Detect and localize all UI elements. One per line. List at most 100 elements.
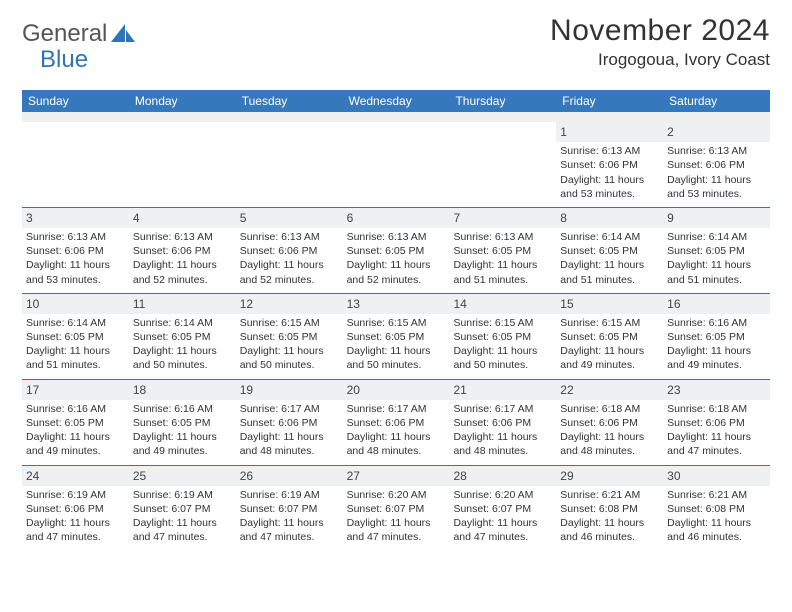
sunrise-text: Sunrise: 6:17 AM [347, 402, 446, 416]
daylight-text: Daylight: 11 hours and 51 minutes. [667, 258, 766, 286]
sunrise-text: Sunrise: 6:15 AM [453, 316, 552, 330]
week-row: 17Sunrise: 6:16 AMSunset: 6:05 PMDayligh… [22, 379, 770, 465]
daylight-text: Daylight: 11 hours and 53 minutes. [26, 258, 125, 286]
weekday-friday: Friday [556, 90, 663, 112]
sunrise-text: Sunrise: 6:14 AM [26, 316, 125, 330]
sunrise-text: Sunrise: 6:14 AM [133, 316, 232, 330]
week-row: 1Sunrise: 6:13 AMSunset: 6:06 PMDaylight… [22, 122, 770, 207]
day-cell: 3Sunrise: 6:13 AMSunset: 6:06 PMDaylight… [22, 208, 129, 293]
daylight-text: Daylight: 11 hours and 49 minutes. [26, 430, 125, 458]
sunrise-text: Sunrise: 6:21 AM [560, 488, 659, 502]
sunrise-text: Sunrise: 6:19 AM [133, 488, 232, 502]
sunrise-text: Sunrise: 6:15 AM [560, 316, 659, 330]
sunset-text: Sunset: 6:06 PM [453, 416, 552, 430]
sunset-text: Sunset: 6:07 PM [453, 502, 552, 516]
sunset-text: Sunset: 6:08 PM [667, 502, 766, 516]
daylight-text: Daylight: 11 hours and 47 minutes. [26, 516, 125, 544]
weekday-tuesday: Tuesday [236, 90, 343, 112]
day-cell: 12Sunrise: 6:15 AMSunset: 6:05 PMDayligh… [236, 294, 343, 379]
sunset-text: Sunset: 6:08 PM [560, 502, 659, 516]
sunrise-text: Sunrise: 6:18 AM [667, 402, 766, 416]
day-cell: 19Sunrise: 6:17 AMSunset: 6:06 PMDayligh… [236, 380, 343, 465]
sunset-text: Sunset: 6:06 PM [240, 416, 339, 430]
day-cell: 25Sunrise: 6:19 AMSunset: 6:07 PMDayligh… [129, 466, 236, 551]
day-number: 10 [22, 294, 129, 314]
day-cell: 21Sunrise: 6:17 AMSunset: 6:06 PMDayligh… [449, 380, 556, 465]
daylight-text: Daylight: 11 hours and 47 minutes. [133, 516, 232, 544]
day-number: 24 [22, 466, 129, 486]
sunrise-text: Sunrise: 6:15 AM [347, 316, 446, 330]
day-cell: 11Sunrise: 6:14 AMSunset: 6:05 PMDayligh… [129, 294, 236, 379]
weekday-sunday: Sunday [22, 90, 129, 112]
sunset-text: Sunset: 6:05 PM [453, 330, 552, 344]
location: Irogogoua, Ivory Coast [550, 50, 770, 70]
daylight-text: Daylight: 11 hours and 47 minutes. [667, 430, 766, 458]
sunset-text: Sunset: 6:05 PM [133, 416, 232, 430]
sunrise-text: Sunrise: 6:17 AM [453, 402, 552, 416]
daylight-text: Daylight: 11 hours and 51 minutes. [560, 258, 659, 286]
day-cell: 2Sunrise: 6:13 AMSunset: 6:06 PMDaylight… [663, 122, 770, 207]
sunrise-text: Sunrise: 6:14 AM [667, 230, 766, 244]
day-cell: 26Sunrise: 6:19 AMSunset: 6:07 PMDayligh… [236, 466, 343, 551]
sunset-text: Sunset: 6:07 PM [133, 502, 232, 516]
day-cell: 1Sunrise: 6:13 AMSunset: 6:06 PMDaylight… [556, 122, 663, 207]
sunrise-text: Sunrise: 6:14 AM [560, 230, 659, 244]
daylight-text: Daylight: 11 hours and 49 minutes. [133, 430, 232, 458]
day-cell: 16Sunrise: 6:16 AMSunset: 6:05 PMDayligh… [663, 294, 770, 379]
weekday-saturday: Saturday [663, 90, 770, 112]
daylight-text: Daylight: 11 hours and 52 minutes. [347, 258, 446, 286]
day-number: 28 [449, 466, 556, 486]
daylight-text: Daylight: 11 hours and 46 minutes. [560, 516, 659, 544]
sunrise-text: Sunrise: 6:17 AM [240, 402, 339, 416]
day-cell: 30Sunrise: 6:21 AMSunset: 6:08 PMDayligh… [663, 466, 770, 551]
daylight-text: Daylight: 11 hours and 49 minutes. [667, 344, 766, 372]
weeks-container: 1Sunrise: 6:13 AMSunset: 6:06 PMDaylight… [22, 122, 770, 550]
daylight-text: Daylight: 11 hours and 47 minutes. [453, 516, 552, 544]
day-number: 8 [556, 208, 663, 228]
day-cell: 13Sunrise: 6:15 AMSunset: 6:05 PMDayligh… [343, 294, 450, 379]
day-number: 29 [556, 466, 663, 486]
daylight-text: Daylight: 11 hours and 52 minutes. [133, 258, 232, 286]
daylight-text: Daylight: 11 hours and 53 minutes. [560, 173, 659, 201]
sunset-text: Sunset: 6:06 PM [26, 502, 125, 516]
sunset-text: Sunset: 6:05 PM [240, 330, 339, 344]
day-cell: 5Sunrise: 6:13 AMSunset: 6:06 PMDaylight… [236, 208, 343, 293]
sunset-text: Sunset: 6:06 PM [560, 158, 659, 172]
month-title: November 2024 [550, 14, 770, 48]
day-number: 1 [556, 122, 663, 142]
day-cell [343, 122, 450, 207]
day-number: 23 [663, 380, 770, 400]
day-number: 13 [343, 294, 450, 314]
day-cell: 24Sunrise: 6:19 AMSunset: 6:06 PMDayligh… [22, 466, 129, 551]
day-number: 21 [449, 380, 556, 400]
day-number: 6 [343, 208, 450, 228]
sunset-text: Sunset: 6:05 PM [347, 330, 446, 344]
day-cell: 14Sunrise: 6:15 AMSunset: 6:05 PMDayligh… [449, 294, 556, 379]
daylight-text: Daylight: 11 hours and 48 minutes. [240, 430, 339, 458]
daylight-text: Daylight: 11 hours and 51 minutes. [453, 258, 552, 286]
day-number: 9 [663, 208, 770, 228]
day-cell: 23 Sunrise: 6:18 AMSunset: 6:06 PMDayligh… [663, 380, 770, 465]
day-cell: 15Sunrise: 6:15 AMSunset: 6:05 PMDayligh… [556, 294, 663, 379]
sunset-text: Sunset: 6:07 PM [240, 502, 339, 516]
logo-sail-icon [111, 24, 137, 44]
week-row: 3Sunrise: 6:13 AMSunset: 6:06 PMDaylight… [22, 207, 770, 293]
sunset-text: Sunset: 6:06 PM [667, 416, 766, 430]
day-cell: 28Sunrise: 6:20 AMSunset: 6:07 PMDayligh… [449, 466, 556, 551]
day-cell: 18Sunrise: 6:16 AMSunset: 6:05 PMDayligh… [129, 380, 236, 465]
day-cell: 6Sunrise: 6:13 AMSunset: 6:05 PMDaylight… [343, 208, 450, 293]
day-number: 5 [236, 208, 343, 228]
weekday-wednesday: Wednesday [343, 90, 450, 112]
day-number: 20 [343, 380, 450, 400]
daylight-text: Daylight: 11 hours and 53 minutes. [667, 173, 766, 201]
sunrise-text: Sunrise: 6:13 AM [347, 230, 446, 244]
day-cell: 20Sunrise: 6:17 AMSunset: 6:06 PMDayligh… [343, 380, 450, 465]
day-cell: 10Sunrise: 6:14 AMSunset: 6:05 PMDayligh… [22, 294, 129, 379]
sunset-text: Sunset: 6:05 PM [26, 330, 125, 344]
day-number: 11 [129, 294, 236, 314]
day-cell: 7Sunrise: 6:13 AMSunset: 6:05 PMDaylight… [449, 208, 556, 293]
weekday-thursday: Thursday [449, 90, 556, 112]
week-row: 24Sunrise: 6:19 AMSunset: 6:06 PMDayligh… [22, 465, 770, 551]
sunrise-text: Sunrise: 6:13 AM [133, 230, 232, 244]
daylight-text: Daylight: 11 hours and 47 minutes. [347, 516, 446, 544]
